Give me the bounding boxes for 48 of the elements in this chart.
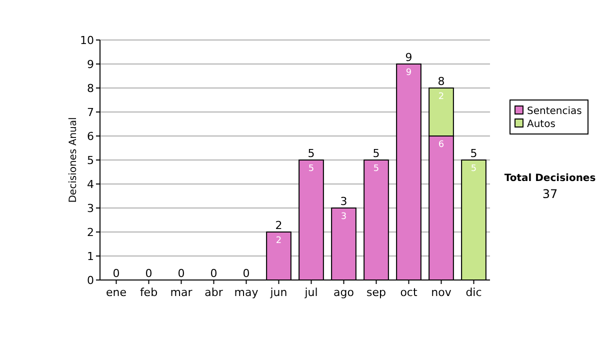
x-tick-label: jul: [304, 286, 318, 299]
y-tick-label: 0: [87, 274, 94, 287]
x-tick-label: jun: [269, 286, 288, 299]
legend-label: Autos: [527, 119, 556, 130]
data-label: 5: [470, 164, 477, 174]
data-label: 9: [406, 68, 412, 78]
y-tick-label: 2: [87, 226, 94, 239]
data-label: 2: [276, 236, 282, 246]
data-label: 3: [340, 212, 347, 222]
total-label: 9: [405, 51, 412, 64]
total-label: 5: [470, 147, 478, 160]
total-label: 5: [372, 147, 380, 160]
y-tick-label: 7: [87, 106, 94, 119]
text: Total Decisiones: [504, 173, 596, 184]
total-label: 0: [145, 267, 152, 280]
y-tick-label: 8: [87, 82, 94, 95]
y-tick-label: 5: [87, 154, 94, 167]
total-label: 3: [340, 195, 348, 208]
x-tick-label: mar: [170, 286, 193, 299]
x-tick-label: may: [234, 286, 259, 299]
x-tick-label: feb: [140, 286, 158, 299]
total-label: 0: [210, 267, 218, 280]
y-tick-label: 1: [87, 250, 94, 263]
x-tick-label: ene: [106, 286, 127, 299]
total-label: 2: [275, 219, 282, 232]
x-tick-label: oct: [400, 286, 418, 299]
x-tick-label: dic: [466, 286, 482, 299]
y-tick-label: 4: [87, 178, 94, 191]
y-tick-label: 9: [87, 58, 94, 71]
legend-label: Sentencias: [527, 106, 582, 117]
x-tick-label: ago: [334, 286, 354, 299]
total-label: 8: [438, 75, 445, 88]
total-label: 0: [112, 267, 120, 280]
data-label: 6: [438, 140, 444, 150]
text: 37: [542, 187, 558, 201]
total-label: 0: [178, 267, 185, 280]
x-tick-label: nov: [431, 286, 452, 299]
x-tick-label: abr: [204, 286, 224, 299]
total-label: 5: [308, 147, 315, 160]
x-tick-label: sep: [366, 286, 386, 299]
y-tick-label: 3: [87, 202, 94, 215]
y-tick-label: 10: [80, 34, 94, 47]
y-tick-label: 6: [87, 130, 94, 143]
y-axis-title: Decisiones Anual: [68, 117, 79, 203]
data-label: 5: [308, 164, 314, 174]
data-label: 5: [373, 164, 380, 174]
total-label: 0: [242, 267, 250, 280]
data-label: 2: [438, 92, 444, 102]
